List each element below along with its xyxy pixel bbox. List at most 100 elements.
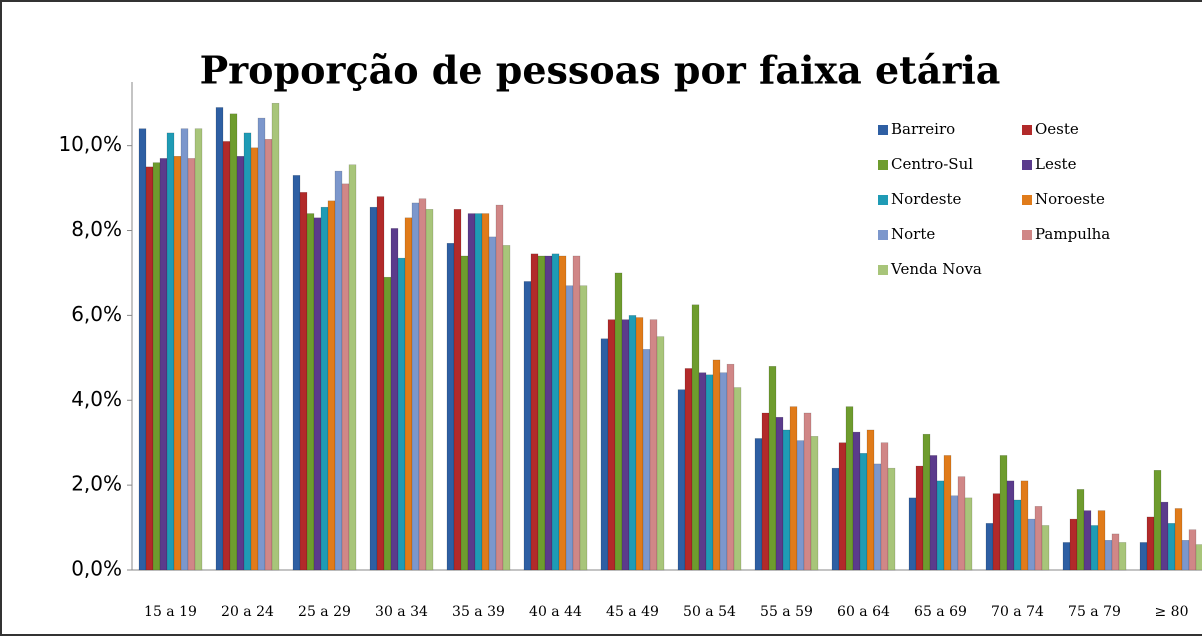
legend-swatch [1022, 125, 1032, 135]
bar [411, 202, 420, 571]
x-tick-label: ≥ 80 [1155, 604, 1189, 620]
bar [376, 196, 385, 571]
bar [1006, 480, 1015, 571]
bar [649, 319, 658, 571]
bar [166, 132, 175, 571]
bar [334, 170, 343, 571]
legend-swatch [878, 195, 888, 205]
bar [313, 217, 322, 571]
bar [138, 128, 147, 571]
bar [418, 198, 427, 571]
bar [306, 213, 315, 571]
bar [929, 455, 938, 571]
bar [530, 253, 539, 571]
bar [502, 245, 511, 571]
bar [754, 438, 763, 571]
x-tick-label: 65 a 69 [914, 604, 967, 620]
bar [908, 497, 917, 571]
bar [222, 141, 231, 571]
x-tick-label: 50 a 54 [683, 604, 736, 620]
bar [1041, 525, 1050, 571]
bar [1188, 529, 1197, 571]
x-tick-label: 75 a 79 [1068, 604, 1121, 620]
bar [614, 272, 623, 571]
bar [390, 228, 399, 571]
y-tick-label: 0,0% [71, 557, 122, 581]
bar [1083, 510, 1092, 571]
bar [656, 336, 665, 571]
x-tick-label: 20 a 24 [221, 604, 274, 620]
bar [698, 372, 707, 571]
bar [600, 338, 609, 571]
bar [677, 389, 686, 571]
bar [1139, 542, 1148, 571]
bar [880, 442, 889, 571]
chart-title: Proporção de pessoas por faixa etária [200, 48, 1001, 93]
bar [992, 493, 1001, 571]
bar [635, 317, 644, 571]
bar [523, 281, 532, 571]
bar [159, 158, 168, 571]
y-tick-label: 4,0% [71, 387, 122, 411]
bar [950, 495, 959, 571]
legend-label: Centro-Sul [891, 155, 973, 173]
bar [628, 315, 637, 571]
bar [1062, 542, 1071, 571]
bar [299, 192, 308, 571]
bar [831, 467, 840, 571]
bar [229, 113, 238, 571]
bar [180, 128, 189, 571]
bar [1174, 508, 1183, 571]
bar [292, 175, 301, 571]
bar [922, 433, 931, 571]
bar [621, 319, 630, 571]
legend-label: Nordeste [891, 190, 962, 208]
bar [1076, 489, 1085, 571]
bar [264, 139, 273, 571]
bar [383, 276, 392, 571]
bar [369, 206, 378, 571]
bar [1146, 516, 1155, 571]
bar [327, 200, 336, 571]
legend-swatch [878, 160, 888, 170]
bar [733, 387, 742, 571]
bar [775, 416, 784, 571]
bar [243, 132, 252, 571]
bar [474, 213, 483, 571]
bar [250, 147, 259, 571]
bar [691, 304, 700, 571]
bar [915, 465, 924, 571]
bar [1195, 544, 1202, 571]
bar [803, 412, 812, 571]
x-tick-label: 70 a 74 [991, 604, 1044, 620]
x-tick-label: 25 a 29 [298, 604, 351, 620]
bar [964, 497, 973, 571]
bar [320, 206, 329, 571]
bar [558, 255, 567, 571]
bar [859, 453, 868, 571]
bar [936, 480, 945, 571]
legend-label: Norte [891, 225, 935, 243]
legend-swatch [1022, 230, 1032, 240]
bar [1020, 480, 1029, 571]
bar [985, 523, 994, 571]
bar [768, 366, 777, 571]
bar [796, 440, 805, 571]
bar [271, 102, 280, 571]
bar [551, 253, 560, 571]
bar [943, 455, 952, 571]
bar [684, 368, 693, 571]
bar [446, 243, 455, 571]
bar [495, 204, 504, 571]
bar [957, 476, 966, 571]
bar [481, 213, 490, 571]
legend-swatch [1022, 160, 1032, 170]
x-tick-label: 45 a 49 [606, 604, 659, 620]
legend-label: Noroeste [1035, 190, 1105, 208]
bar [789, 406, 798, 571]
bar [866, 429, 875, 571]
bar [397, 257, 406, 571]
bar [999, 455, 1008, 571]
y-tick-label: 10,0% [58, 132, 122, 156]
bar [187, 158, 196, 571]
